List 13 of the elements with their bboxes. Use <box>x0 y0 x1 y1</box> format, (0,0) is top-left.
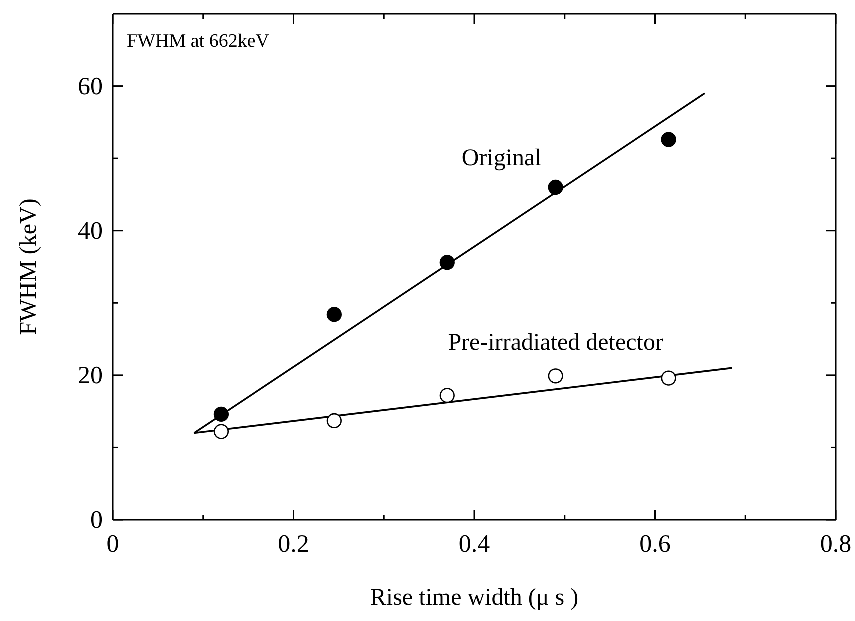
series-label: Original <box>462 145 542 172</box>
y-tick-label: 0 <box>90 507 103 534</box>
annotation: FWHM at 662keV <box>127 31 270 52</box>
x-tick-label: 0.2 <box>278 530 310 558</box>
y-tick-label: 20 <box>78 362 103 390</box>
x-axis-title: Rise time width (μ s ) <box>370 585 579 611</box>
x-tick-label: 0.6 <box>640 530 671 558</box>
x-tick-label: 0.8 <box>820 530 852 558</box>
y-tick-label: 40 <box>78 218 103 245</box>
y-axis-title: FWHM (keV) <box>16 198 42 336</box>
y-tick-label: 60 <box>78 73 103 100</box>
x-tick-label: 0.4 <box>458 530 491 558</box>
series-label: Pre-irradiated detector <box>448 330 664 356</box>
